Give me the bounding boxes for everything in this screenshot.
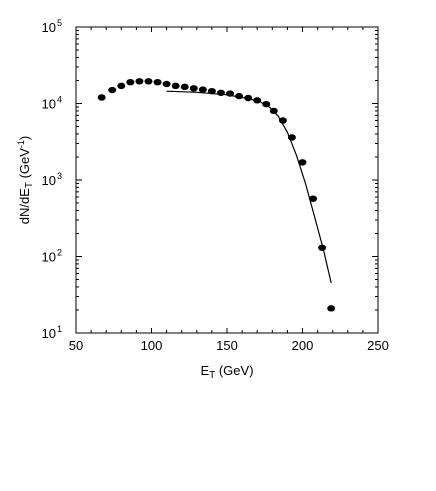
- y-tick-label: 10: [42, 173, 56, 188]
- data-point: [309, 195, 318, 202]
- data-point: [207, 87, 216, 95]
- y-tick-exponent: 1: [57, 324, 62, 334]
- y-tick-label: 10: [42, 20, 56, 35]
- data-point: [198, 86, 207, 93]
- plot-frame: [75, 26, 379, 334]
- data-point: [298, 159, 307, 166]
- y-tick-label: 10: [42, 326, 56, 341]
- data-point: [153, 78, 162, 86]
- data-point: [244, 94, 253, 102]
- x-tick-label: 250: [367, 338, 389, 353]
- data-point: [126, 78, 135, 86]
- y-axis-label: dN/dET (GeV-1): [16, 136, 35, 225]
- data-points: [97, 78, 336, 312]
- y-tick-exponent: 5: [57, 18, 62, 28]
- x-tick-label: 150: [216, 338, 238, 353]
- data-point: [253, 97, 262, 104]
- data-point: [235, 92, 244, 100]
- data-point: [327, 305, 336, 312]
- data-point: [117, 82, 126, 90]
- data-point: [180, 83, 189, 91]
- fit-curve: [166, 90, 332, 284]
- data-point: [269, 107, 278, 115]
- y-tick-label: 10: [42, 97, 56, 112]
- x-axis-ticks: 50 100 150 200 250: [69, 27, 389, 353]
- data-point: [216, 89, 225, 96]
- data-point: [278, 117, 287, 124]
- data-point: [97, 94, 106, 101]
- data-point: [189, 85, 198, 92]
- data-point: [162, 80, 171, 88]
- y-tick-exponent: 2: [57, 248, 62, 258]
- data-point: [318, 244, 327, 251]
- y-tick-label: 10: [42, 250, 56, 265]
- x-tick-label: 200: [292, 338, 314, 353]
- data-point: [108, 86, 117, 94]
- data-point: [144, 78, 153, 85]
- data-point: [226, 90, 235, 97]
- x-tick-label: 50: [69, 338, 83, 353]
- y-tick-exponent: 4: [57, 95, 62, 105]
- x-axis-label: ET (GeV): [200, 363, 253, 381]
- x-tick-label: 100: [141, 338, 163, 353]
- y-tick-exponent: 3: [57, 171, 62, 181]
- data-point: [135, 78, 144, 85]
- data-point: [287, 134, 296, 141]
- data-point: [262, 100, 271, 108]
- data-point: [171, 82, 180, 90]
